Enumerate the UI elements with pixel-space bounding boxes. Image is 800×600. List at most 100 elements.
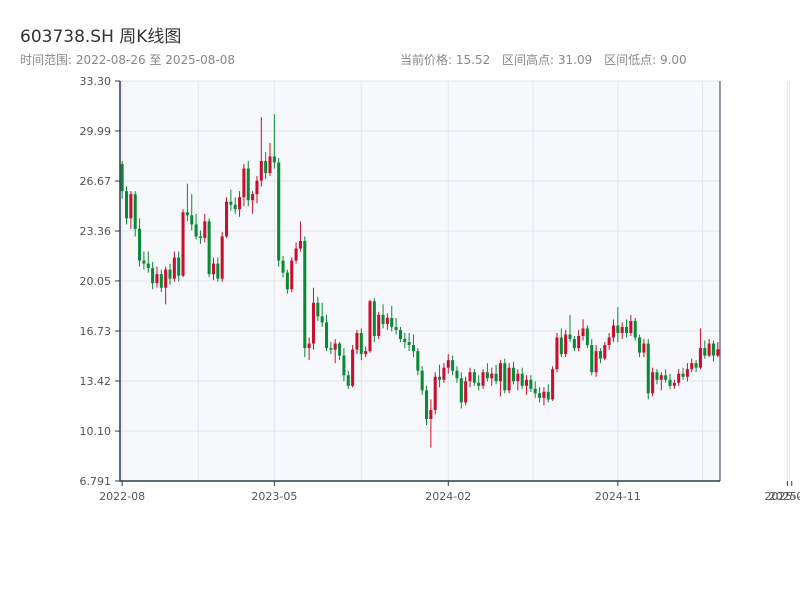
y-tick-label: 23.36	[80, 225, 112, 238]
x-tick-label: 2024-11	[595, 490, 641, 503]
candle-body	[377, 314, 381, 337]
x-tick-label: 2025-08	[769, 490, 800, 503]
candle-body	[646, 343, 650, 394]
chart-title: 603738.SH 周K线图	[20, 27, 182, 47]
candle-body	[233, 204, 237, 210]
candle-body	[246, 168, 250, 201]
candle-body	[125, 191, 129, 219]
candle-body	[368, 301, 372, 352]
y-tick-label: 16.73	[80, 325, 112, 338]
candle-body	[225, 201, 229, 237]
candle-body	[264, 160, 268, 174]
candle-body	[716, 349, 720, 356]
candle-body	[603, 345, 607, 359]
candle-body	[594, 351, 598, 373]
candle-body	[364, 351, 368, 355]
candle-body	[468, 372, 472, 382]
candle-body	[581, 328, 585, 337]
y-axis-ticks: 6.791 10.10 13.42 16.73 20.05 23.36 26.67 29.99…	[80, 75, 120, 488]
candle-body	[259, 160, 263, 181]
y-tick-label: 29.99	[80, 125, 112, 138]
y-tick-label: 33.30	[80, 75, 112, 88]
candle-body	[155, 274, 159, 284]
candle-body	[433, 376, 437, 410]
candle-body	[507, 367, 511, 391]
candle-body	[425, 390, 429, 419]
candle-body	[172, 257, 176, 279]
candles	[120, 114, 720, 448]
candle-body	[659, 375, 663, 380]
candle-body	[311, 302, 315, 344]
candle-body	[685, 369, 689, 377]
candle-body	[251, 194, 255, 201]
candle-body	[529, 379, 533, 389]
candle-body	[672, 382, 676, 386]
candle-body	[390, 317, 394, 327]
candle-body	[438, 376, 442, 380]
candle-body	[459, 378, 463, 403]
candle-body	[355, 332, 359, 350]
candle-body	[285, 272, 289, 290]
candle-body	[238, 197, 242, 210]
candle-body	[568, 334, 572, 340]
candle-body	[338, 343, 342, 356]
candle-body	[642, 343, 646, 353]
candle-body	[151, 268, 155, 284]
candle-body	[694, 363, 698, 368]
candle-body	[633, 320, 637, 338]
candle-body	[546, 391, 550, 400]
candle-body	[185, 212, 189, 216]
candle-body	[351, 349, 355, 386]
candle-body	[159, 274, 163, 288]
candle-body	[216, 263, 220, 279]
grid-lines	[120, 80, 791, 482]
candle-body	[307, 343, 311, 349]
candle-body	[198, 236, 202, 238]
candle-body	[668, 379, 672, 386]
candle-body	[194, 224, 198, 237]
candle-body	[346, 375, 350, 386]
candle-body	[511, 367, 515, 382]
candle-body	[572, 339, 576, 349]
candle-body	[277, 162, 281, 261]
candle-body	[164, 269, 168, 288]
range-high-label: 区间高点: 31.09	[502, 53, 593, 67]
candle-body	[451, 360, 455, 371]
candle-body	[542, 391, 546, 398]
candle-body	[142, 260, 146, 264]
candle-body	[403, 339, 407, 343]
candle-body	[707, 343, 711, 356]
candle-body	[329, 348, 333, 350]
candle-body	[407, 342, 411, 346]
candle-body	[655, 372, 659, 380]
candle-body	[677, 373, 681, 383]
candle-body	[129, 194, 133, 219]
candle-body	[564, 334, 568, 355]
candle-body	[207, 221, 211, 275]
candle-body	[220, 236, 224, 279]
candle-body	[520, 373, 524, 386]
candle-body	[211, 263, 215, 275]
x-axis-ticks: 2022-08 2023-05 2024-02 2024-11 2025-072025-…	[99, 481, 800, 503]
candle-body	[133, 194, 137, 229]
candle-body	[559, 337, 563, 355]
candle-body	[203, 221, 207, 238]
candle-body	[711, 343, 715, 356]
candle-body	[290, 260, 294, 290]
x-tick-label: 2025-07	[764, 490, 800, 503]
candle-body	[590, 345, 594, 373]
y-tick-label: 26.67	[80, 175, 112, 188]
candle-body	[372, 301, 376, 337]
y-tick-label: 10.10	[80, 425, 112, 438]
candle-body	[611, 325, 615, 338]
stats-bar: 当前价格: 15.52 区间高点: 31.09 区间低点: 9.00	[400, 51, 687, 68]
candle-body	[120, 163, 124, 192]
candle-body	[416, 351, 420, 371]
candle-body	[620, 326, 624, 333]
candle-body	[381, 314, 385, 324]
candle-body	[494, 373, 498, 382]
candle-body	[168, 269, 172, 279]
candle-body	[625, 326, 629, 333]
candle-body	[268, 156, 272, 174]
